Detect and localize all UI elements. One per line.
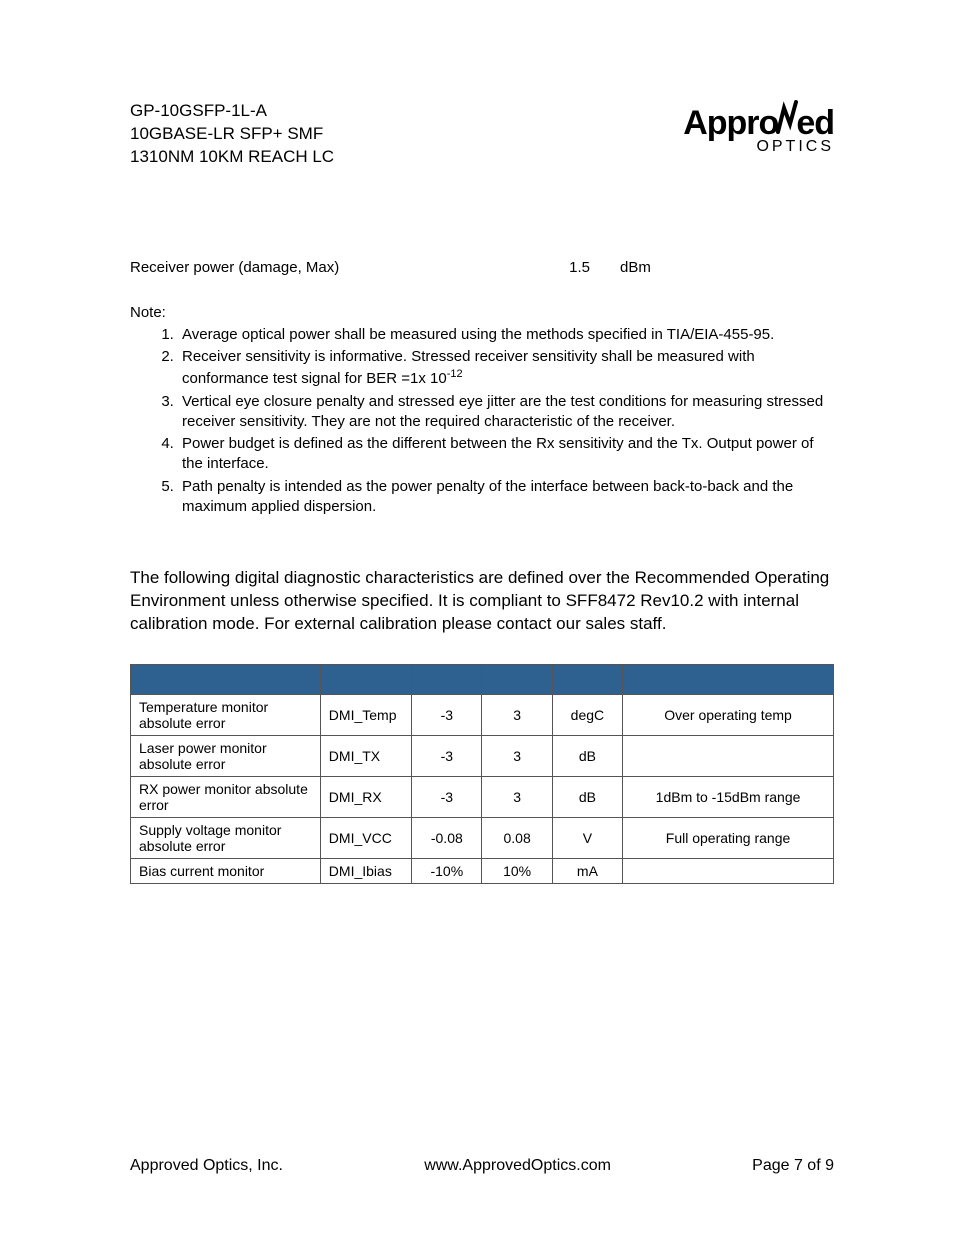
cell-unit: V: [552, 817, 622, 858]
cell-min: -10%: [412, 858, 482, 883]
product-model: GP-10GSFP-1L-A: [130, 100, 334, 123]
table-row: Bias current monitorDMI_Ibias-10%10%mA: [131, 858, 834, 883]
spec-label: Receiver power (damage, Max): [130, 259, 530, 276]
table-header: [623, 664, 834, 694]
cell-max: 3: [482, 776, 552, 817]
footer-url: www.ApprovedOptics.com: [424, 1157, 611, 1175]
note-item: Average optical power shall be measured …: [178, 325, 834, 345]
note-item: Power budget is defined as the different…: [178, 434, 834, 475]
footer-company: Approved Optics, Inc.: [130, 1157, 283, 1175]
note-heading: Note:: [130, 304, 834, 321]
notes-list: Average optical power shall be measured …: [130, 325, 834, 517]
table-header: [412, 664, 482, 694]
cell-max: 0.08: [482, 817, 552, 858]
cell-min: -0.08: [412, 817, 482, 858]
table-header: [482, 664, 552, 694]
cell-unit: dB: [552, 776, 622, 817]
table-header: [320, 664, 411, 694]
cell-param: Laser power monitor absolute error: [131, 735, 321, 776]
cell-unit: dB: [552, 735, 622, 776]
cell-symbol: DMI_VCC: [320, 817, 411, 858]
product-spec: 1310NM 10KM REACH LC: [130, 146, 334, 169]
cell-notes: [623, 858, 834, 883]
cell-symbol: DMI_Ibias: [320, 858, 411, 883]
cell-param: RX power monitor absolute error: [131, 776, 321, 817]
product-type: 10GBASE-LR SFP+ SMF: [130, 123, 334, 146]
cell-notes: 1dBm to -15dBm range: [623, 776, 834, 817]
section-intro: The following digital diagnostic charact…: [130, 567, 834, 636]
cell-min: -3: [412, 776, 482, 817]
table-header: [552, 664, 622, 694]
cell-symbol: DMI_TX: [320, 735, 411, 776]
cell-param: Bias current monitor: [131, 858, 321, 883]
cell-param: Supply voltage monitor absolute error: [131, 817, 321, 858]
cell-unit: degC: [552, 694, 622, 735]
table-row: Supply voltage monitor absolute errorDMI…: [131, 817, 834, 858]
spec-value: 1.5: [530, 259, 620, 276]
cell-notes: Full operating range: [623, 817, 834, 858]
cell-notes: [623, 735, 834, 776]
company-logo: Approed OPTICS: [678, 100, 834, 156]
cell-min: -3: [412, 735, 482, 776]
cell-symbol: DMI_Temp: [320, 694, 411, 735]
table-row: Laser power monitor absolute errorDMI_TX…: [131, 735, 834, 776]
note-item: Vertical eye closure penalty and stresse…: [178, 392, 834, 433]
note-item: Path penalty is intended as the power pe…: [178, 477, 834, 518]
cell-unit: mA: [552, 858, 622, 883]
cell-symbol: DMI_RX: [320, 776, 411, 817]
cell-notes: Over operating temp: [623, 694, 834, 735]
table-row: RX power monitor absolute errorDMI_RX-33…: [131, 776, 834, 817]
footer-page: Page 7 of 9: [752, 1157, 834, 1175]
spec-unit: dBm: [620, 259, 700, 276]
cell-max: 10%: [482, 858, 552, 883]
page-footer: Approved Optics, Inc. www.ApprovedOptics…: [130, 1157, 834, 1175]
cell-param: Temperature monitor absolute error: [131, 694, 321, 735]
cell-max: 3: [482, 735, 552, 776]
cell-min: -3: [412, 694, 482, 735]
product-header: GP-10GSFP-1L-A 10GBASE-LR SFP+ SMF 1310N…: [130, 100, 334, 169]
diagnostics-table: Temperature monitor absolute errorDMI_Te…: [130, 664, 834, 884]
table-header: [131, 664, 321, 694]
cell-max: 3: [482, 694, 552, 735]
spec-row: Receiver power (damage, Max) 1.5 dBm: [130, 259, 834, 276]
note-item: Receiver sensitivity is informative. Str…: [178, 347, 834, 390]
table-row: Temperature monitor absolute errorDMI_Te…: [131, 694, 834, 735]
